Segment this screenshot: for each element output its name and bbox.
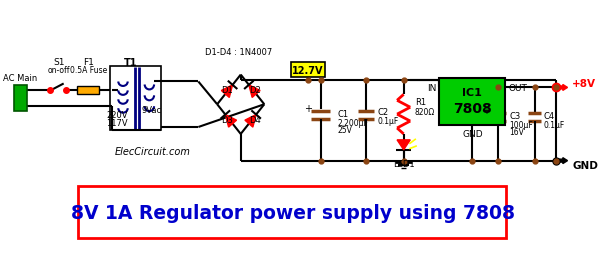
Text: D1-D4 : 1N4007: D1-D4 : 1N4007 (205, 48, 272, 57)
Text: on-off: on-off (48, 66, 70, 75)
Text: 0.1μF: 0.1μF (544, 120, 565, 129)
Text: S1: S1 (53, 58, 65, 67)
Text: 117V: 117V (107, 118, 128, 127)
Bar (290, 62, 325, 77)
Text: 220V: 220V (107, 110, 128, 119)
Text: LED1: LED1 (393, 160, 415, 168)
Text: GND: GND (462, 130, 483, 139)
FancyArrow shape (556, 158, 568, 164)
Polygon shape (249, 86, 260, 98)
Text: +: + (304, 104, 311, 114)
Text: D2: D2 (249, 86, 261, 94)
FancyBboxPatch shape (78, 187, 506, 238)
Text: R1: R1 (415, 97, 426, 106)
Text: +8V: +8V (572, 79, 596, 89)
Text: ElecCircuit.com: ElecCircuit.com (115, 146, 191, 156)
Text: 0.1μF: 0.1μF (377, 116, 398, 125)
Text: T1: T1 (124, 57, 137, 68)
Polygon shape (226, 115, 236, 128)
Text: 12.7V: 12.7V (292, 65, 323, 75)
Text: C4: C4 (544, 111, 555, 120)
Text: 7808: 7808 (453, 102, 492, 116)
Text: 0.5A Fuse: 0.5A Fuse (70, 66, 107, 75)
Text: AC Main: AC Main (3, 74, 37, 83)
Text: +: + (482, 106, 490, 116)
Text: F1: F1 (83, 58, 94, 67)
Bar (110, 66, 161, 131)
Text: 9Vac: 9Vac (141, 105, 161, 114)
Text: C2: C2 (377, 107, 388, 116)
Text: D1: D1 (221, 86, 232, 94)
Text: OUT: OUT (508, 84, 527, 92)
FancyArrow shape (556, 85, 568, 91)
Text: D3: D3 (221, 115, 233, 124)
Text: 8V 1A Regulator power supply using 7808: 8V 1A Regulator power supply using 7808 (71, 203, 515, 222)
Polygon shape (221, 86, 233, 98)
Text: IN: IN (427, 84, 437, 92)
Text: D4: D4 (249, 115, 261, 124)
Text: C1: C1 (338, 109, 349, 118)
Text: IC1: IC1 (463, 88, 482, 98)
Bar (77, 87, 100, 95)
Text: 820Ω: 820Ω (415, 107, 435, 116)
Text: C3: C3 (509, 111, 520, 120)
Text: GND: GND (572, 160, 598, 170)
Polygon shape (397, 140, 410, 150)
Bar (439, 78, 505, 125)
Text: 2,200μF: 2,200μF (338, 118, 368, 127)
Bar (14, 86, 27, 112)
Polygon shape (245, 115, 256, 128)
Text: 25V: 25V (338, 126, 353, 135)
Text: 16V: 16V (509, 128, 524, 137)
Text: 100μF: 100μF (509, 120, 533, 129)
